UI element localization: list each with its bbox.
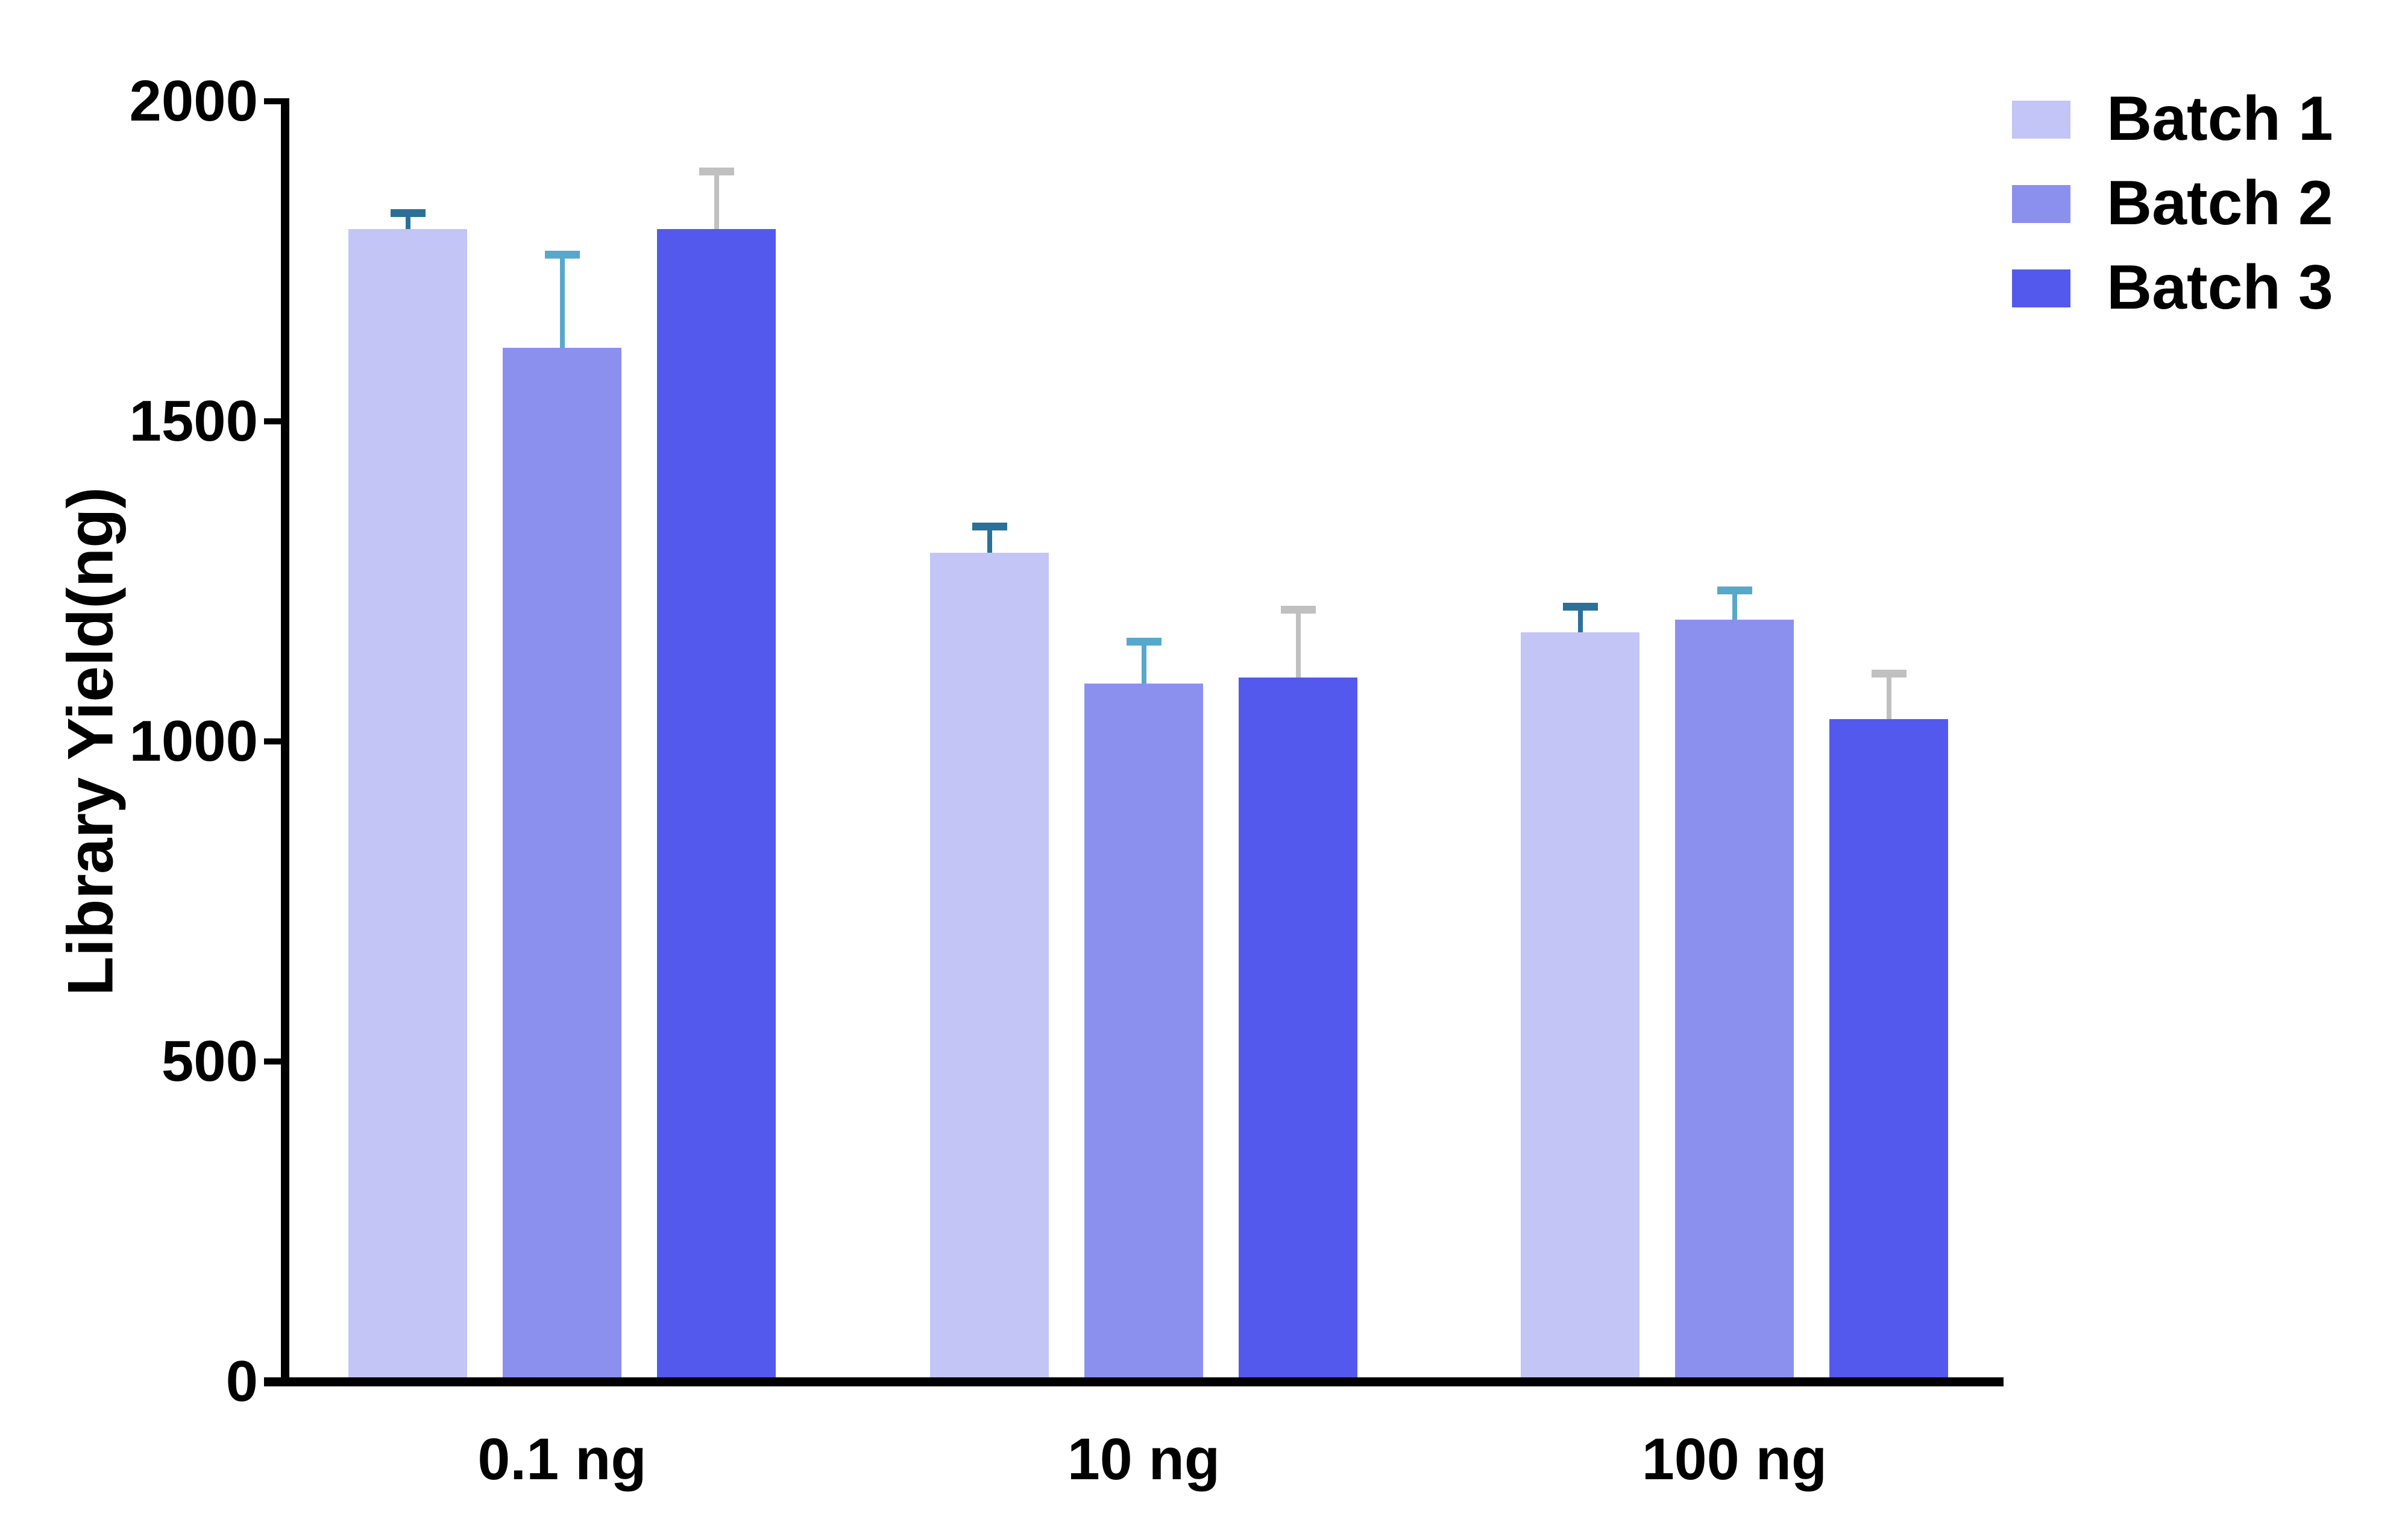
legend-item: Batch 2 bbox=[2012, 172, 2404, 251]
y-tick bbox=[264, 418, 282, 424]
error-bar-cap bbox=[1871, 670, 1907, 678]
error-bar-cap bbox=[390, 209, 426, 217]
y-tick bbox=[264, 738, 282, 744]
legend-label: Batch 1 bbox=[2107, 84, 2333, 154]
error-bar-cap bbox=[1126, 638, 1162, 646]
bar bbox=[1829, 719, 1948, 1377]
error-bar-cap bbox=[1717, 587, 1752, 594]
bar bbox=[1084, 684, 1203, 1377]
y-tick-label: 0 bbox=[225, 1349, 258, 1414]
error-bar-stem bbox=[559, 255, 565, 348]
error-bar-cap bbox=[1562, 603, 1598, 611]
legend-label: Batch 2 bbox=[2107, 168, 2333, 238]
x-axis-line bbox=[264, 1377, 2004, 1386]
bar bbox=[1521, 632, 1639, 1377]
error-bar-stem bbox=[405, 213, 410, 229]
y-tick-label: 1000 bbox=[129, 709, 258, 773]
error-bar-stem bbox=[714, 172, 719, 229]
legend-label: Batch 3 bbox=[2107, 253, 2333, 322]
y-tick bbox=[264, 1058, 282, 1065]
error-bar-stem bbox=[1141, 642, 1146, 684]
x-category-label: 100 ng bbox=[1641, 1426, 1828, 1492]
legend-item: Batch 1 bbox=[2012, 87, 2404, 167]
y-tick-label: 500 bbox=[161, 1029, 258, 1093]
y-tick-label: 2000 bbox=[129, 69, 258, 133]
error-bar-stem bbox=[1732, 591, 1737, 620]
error-bar-cap bbox=[1280, 606, 1316, 614]
error-bar-stem bbox=[987, 527, 992, 553]
legend-swatch bbox=[2012, 101, 2070, 139]
bar bbox=[348, 229, 467, 1377]
error-bar-cap bbox=[699, 168, 734, 175]
bar bbox=[1675, 620, 1794, 1377]
y-tick-label: 1500 bbox=[129, 389, 258, 453]
legend-swatch bbox=[2012, 185, 2070, 223]
legend-item: Batch 3 bbox=[2012, 256, 2404, 336]
x-category-label: 10 ng bbox=[1067, 1426, 1221, 1492]
error-bar-stem bbox=[1295, 610, 1301, 678]
bar bbox=[657, 229, 776, 1377]
error-bar-cap bbox=[972, 523, 1007, 530]
bar bbox=[503, 348, 621, 1377]
error-bar-stem bbox=[1577, 607, 1583, 632]
bar bbox=[1239, 678, 1357, 1377]
error-bar-cap bbox=[544, 251, 580, 259]
error-bar-stem bbox=[1886, 674, 1891, 719]
y-axis-line bbox=[281, 98, 289, 1386]
y-tick bbox=[264, 98, 282, 104]
x-category-label: 0.1 ng bbox=[477, 1426, 647, 1492]
legend-swatch bbox=[2012, 269, 2070, 307]
bar bbox=[930, 553, 1049, 1377]
